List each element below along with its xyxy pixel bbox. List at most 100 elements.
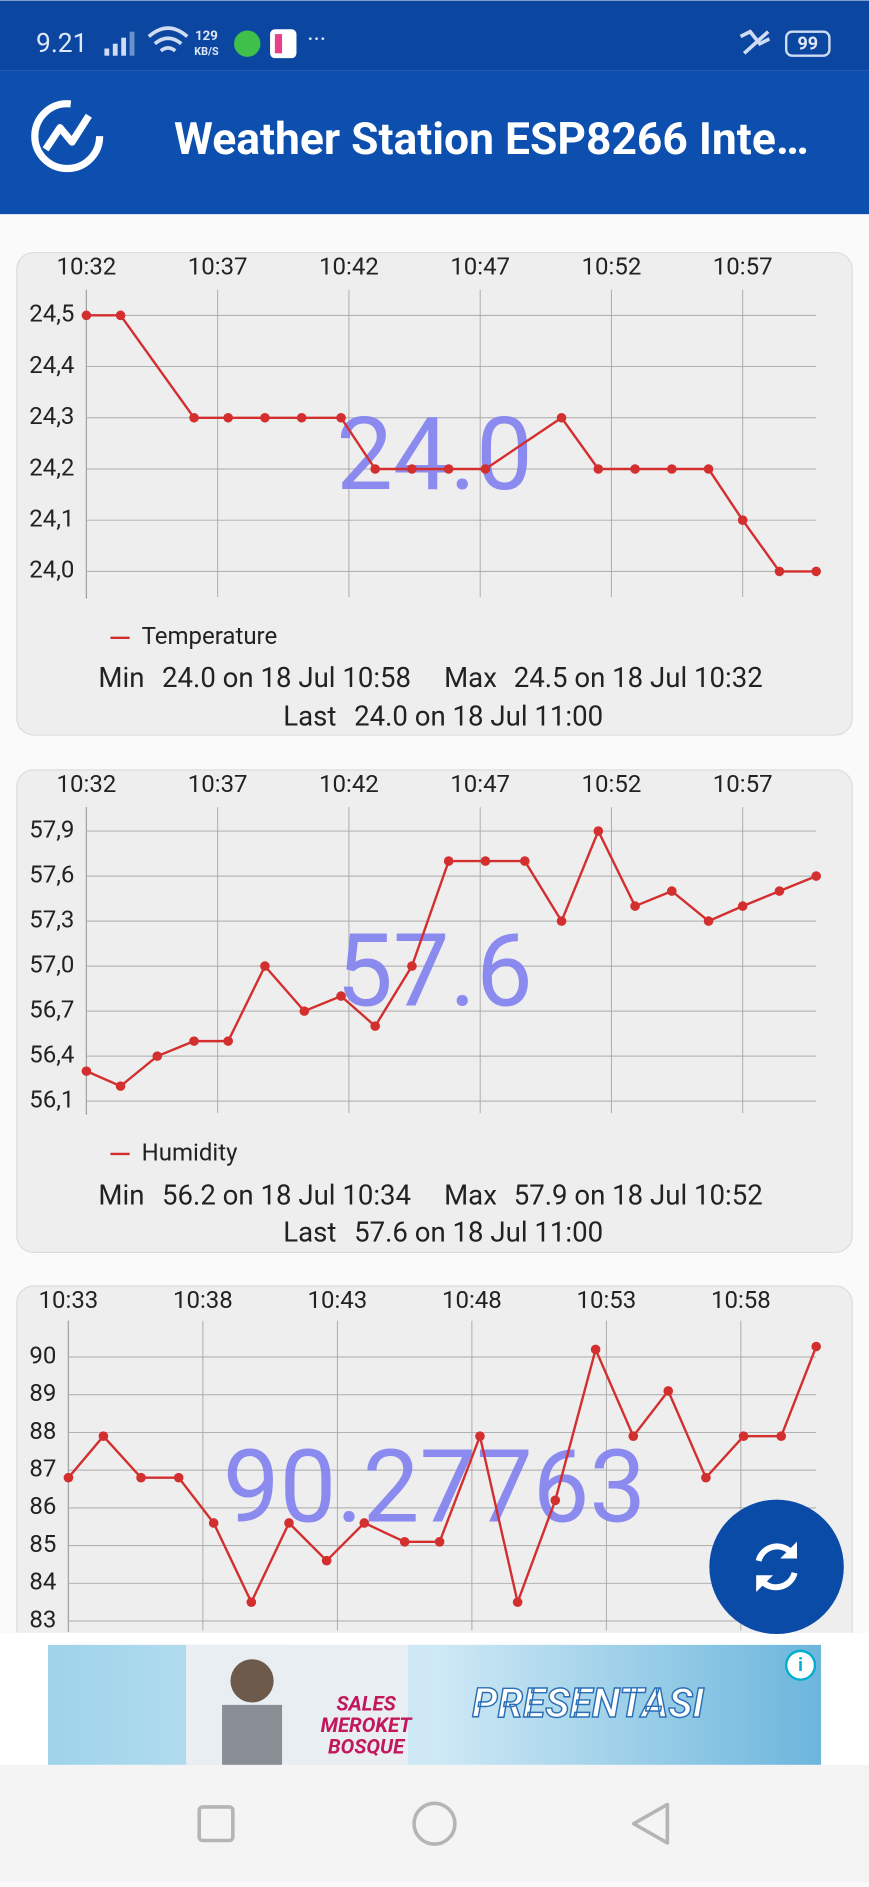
data-point	[480, 464, 491, 474]
x-tick-label: 10:38	[173, 1286, 233, 1314]
home-button[interactable]	[412, 1801, 457, 1846]
x-tick-label: 10:57	[713, 770, 773, 798]
y-tick-label: 88	[29, 1417, 56, 1445]
data-point	[399, 1537, 410, 1547]
data-point	[284, 1518, 294, 1528]
stat-label: Last	[283, 1216, 336, 1249]
data-point	[189, 1036, 199, 1046]
recents-button[interactable]	[197, 1805, 235, 1843]
data-point	[480, 856, 491, 866]
data-point	[260, 412, 270, 423]
legend-label: Temperature	[142, 622, 278, 650]
data-point	[81, 1066, 92, 1076]
status-bar	[0, 0, 869, 71]
data-point	[737, 901, 748, 911]
chart-card	[16, 251, 853, 736]
y-tick-label: 83	[29, 1605, 56, 1633]
x-tick-label: 10:42	[319, 770, 379, 798]
x-tick-label: 10:58	[711, 1286, 771, 1314]
refresh-button[interactable]	[709, 1499, 844, 1635]
x-tick-label: 10:47	[450, 770, 510, 798]
data-point	[246, 1597, 257, 1607]
data-point	[737, 515, 748, 526]
y-tick-label: 84	[29, 1568, 56, 1596]
data-point	[407, 464, 417, 474]
data-point	[370, 1021, 380, 1031]
data-point	[136, 1472, 146, 1483]
app-icon	[270, 29, 297, 59]
ad-text-line: BOSQUE	[328, 1734, 406, 1758]
data-point	[663, 1386, 674, 1396]
data-point	[667, 464, 677, 474]
data-point	[321, 1555, 332, 1566]
x-tick-label: 10:52	[582, 252, 642, 280]
data-point	[152, 1051, 163, 1061]
y-tick-label: 24,3	[29, 402, 74, 430]
y-tick-label: 56,7	[29, 995, 74, 1023]
data-point	[630, 464, 640, 474]
y-tick-label: 24,5	[29, 300, 74, 328]
data-point	[173, 1472, 184, 1483]
ad-text-line: MEROKET	[321, 1713, 414, 1737]
app-logo[interactable]	[31, 100, 104, 173]
x-tick-label: 10:32	[57, 252, 117, 280]
stat-value: 24.0 on 18 Jul 11:00	[354, 700, 603, 733]
clock: 9.21	[36, 29, 87, 59]
x-tick-label: 10:57	[713, 252, 773, 280]
data-point	[520, 856, 530, 866]
data-point	[260, 961, 270, 971]
data-point	[443, 464, 454, 474]
y-tick-label: 89	[29, 1379, 56, 1407]
data-point	[593, 826, 604, 836]
y-tick-label: 57,6	[29, 860, 74, 888]
x-tick-label: 10:37	[188, 252, 248, 280]
y-tick-label: 86	[29, 1492, 56, 1520]
data-point	[336, 991, 346, 1001]
data-point	[443, 856, 454, 866]
ad-info-glyph: i	[798, 1655, 803, 1676]
stat-value: 24.0 on 18 Jul 10:58	[162, 661, 411, 694]
data-point	[407, 961, 417, 971]
data-point	[98, 1431, 109, 1442]
stat-value: 24.5 on 18 Jul 10:32	[514, 661, 763, 694]
data-point	[223, 1036, 233, 1046]
stat-label: Min	[98, 1178, 144, 1211]
stat-label: Last	[283, 700, 336, 733]
ad-banner[interactable]	[48, 1644, 821, 1765]
x-tick-label: 10:32	[57, 770, 117, 798]
data-point	[811, 566, 821, 577]
x-tick-label: 10:37	[188, 770, 248, 798]
data-point	[336, 412, 346, 423]
y-tick-label: 56,4	[29, 1040, 74, 1068]
data-point	[811, 871, 821, 881]
ad-text-line: SALES	[336, 1691, 396, 1715]
ad-person	[230, 1659, 274, 1703]
y-tick-label: 87	[29, 1454, 56, 1482]
stat-value: 56.2 on 18 Jul 10:34	[162, 1178, 411, 1211]
y-tick-label: 57,0	[29, 950, 74, 978]
stat-value: 57.6 on 18 Jul 11:00	[354, 1216, 603, 1249]
data-point	[701, 1472, 711, 1483]
data-point	[115, 1081, 126, 1091]
ad-info-icon[interactable]	[784, 1649, 817, 1681]
data-point	[189, 412, 199, 423]
battery-level: 99	[797, 34, 818, 55]
data-point	[630, 901, 640, 911]
y-tick-label: 57,3	[29, 905, 74, 933]
chart: 10:33 10:38 10:43 10:48 10:53 10:58 83 84 85 86 87…	[16, 1285, 853, 1633]
data-point	[223, 412, 233, 423]
wifi-icon	[147, 26, 189, 53]
y-tick-label: 24,1	[29, 505, 74, 533]
data-point	[593, 464, 604, 474]
data-point	[370, 464, 380, 474]
data-point	[774, 566, 785, 577]
back-button[interactable]	[631, 1802, 670, 1845]
y-tick-label: 90	[29, 1341, 56, 1369]
ad-person-body	[222, 1704, 283, 1765]
x-tick-label: 10:42	[319, 252, 379, 280]
stat-label: Max	[444, 661, 497, 694]
data-point	[703, 464, 714, 474]
chart: 10:32 10:37 10:42 10:47 10:52 10:57 24,0 24,1 24…	[16, 251, 853, 736]
stat-label: Min	[98, 661, 144, 694]
